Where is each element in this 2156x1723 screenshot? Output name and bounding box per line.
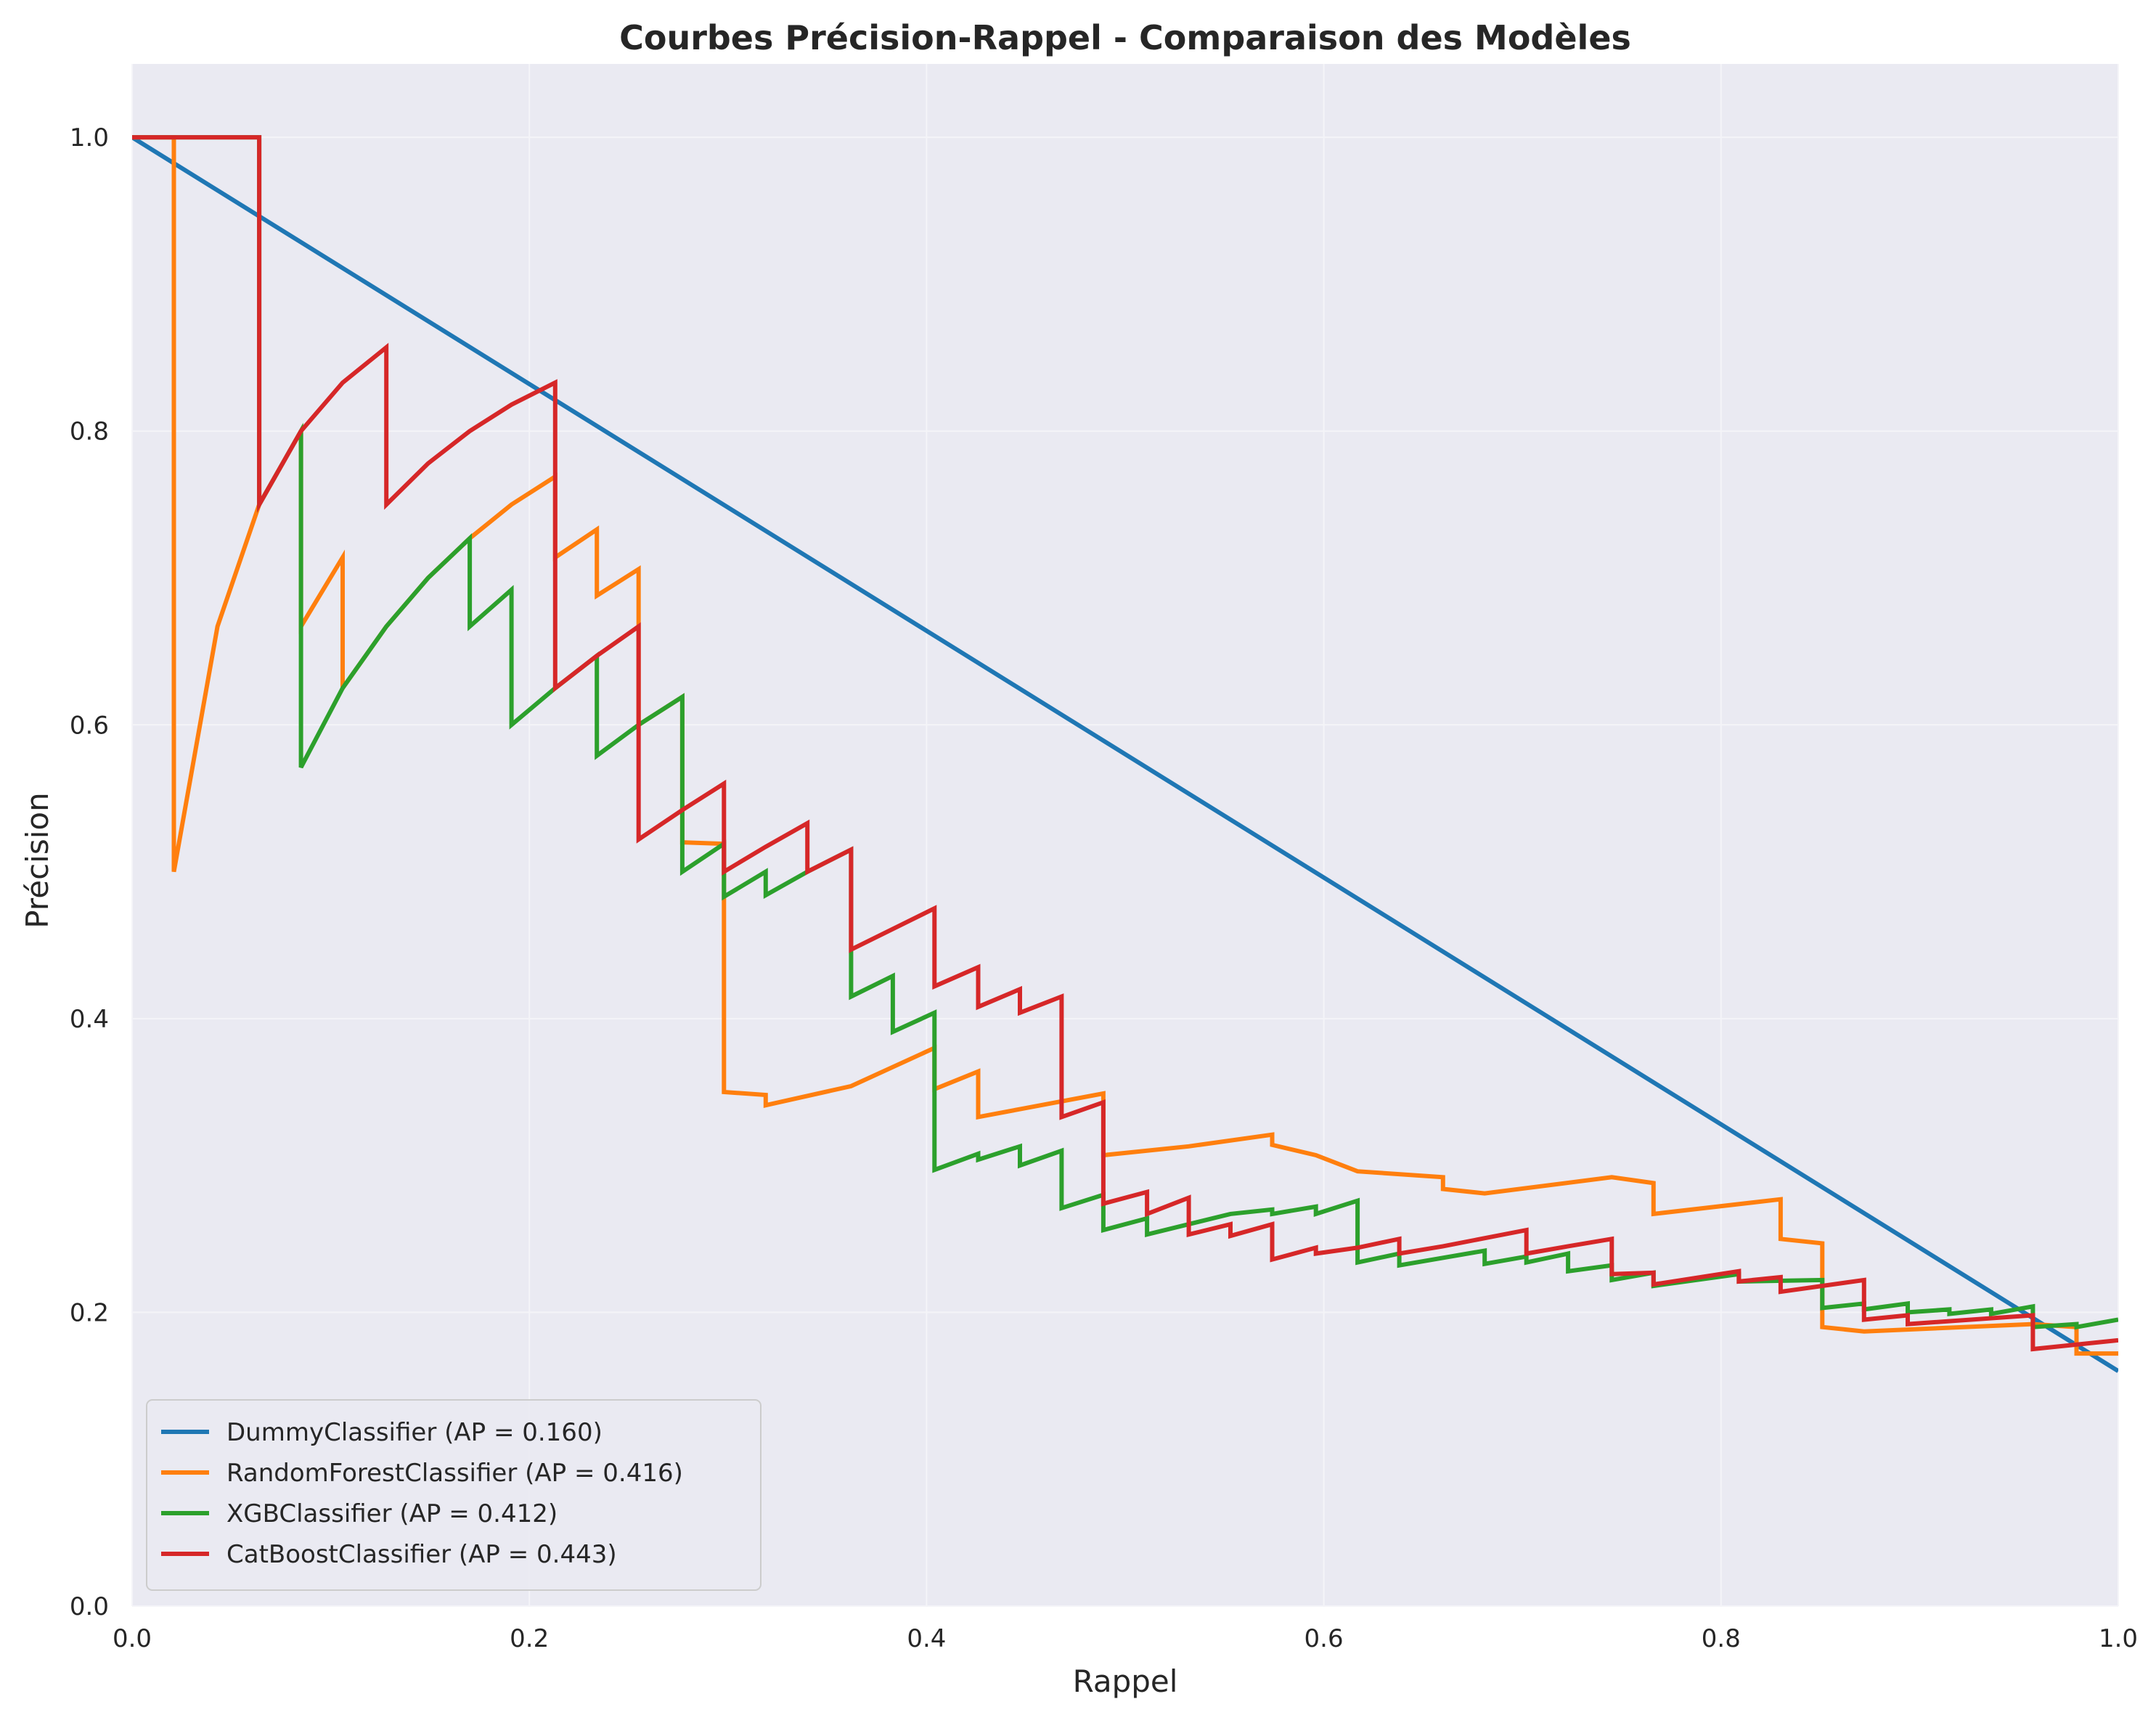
y-tick-label: 0.0 (70, 1592, 109, 1621)
chart-title: Courbes Précision-Rappel - Comparaison d… (619, 18, 1631, 57)
series-group (132, 135, 2118, 1373)
y-tick-label: 0.2 (70, 1298, 109, 1327)
x-tick-label: 0.6 (1304, 1624, 1344, 1653)
grid-lines (131, 64, 2119, 1607)
legend-label: DummyClassifier (AP = 0.160) (226, 1418, 603, 1447)
legend-label: CatBoostClassifier (AP = 0.443) (226, 1540, 617, 1569)
y-tick-label: 0.6 (70, 711, 109, 740)
legend-label: RandomForestClassifier (AP = 0.416) (226, 1459, 683, 1488)
x-tick-label: 0.8 (1702, 1624, 1741, 1653)
series-line-3 (132, 135, 2118, 1352)
series-line-0 (132, 135, 2118, 1373)
y-tick-label: 0.8 (70, 417, 109, 447)
x-tick-label: 0.0 (113, 1624, 152, 1653)
y-axis-label: Précision (20, 792, 55, 928)
y-tick-label: 1.0 (70, 123, 109, 152)
legend-frame (146, 1399, 761, 1591)
x-axis-label: Rappel (1073, 1663, 1178, 1699)
legend: DummyClassifier (AP = 0.160) RandomForest… (146, 1399, 761, 1591)
legend-label: XGBClassifier (AP = 0.412) (226, 1499, 558, 1528)
y-tick-label: 0.4 (70, 1005, 109, 1034)
x-tick-label: 0.2 (510, 1624, 549, 1653)
x-tick-label: 1.0 (2099, 1624, 2138, 1653)
plot-area (132, 64, 2118, 1606)
x-tick-label: 0.4 (907, 1624, 946, 1653)
